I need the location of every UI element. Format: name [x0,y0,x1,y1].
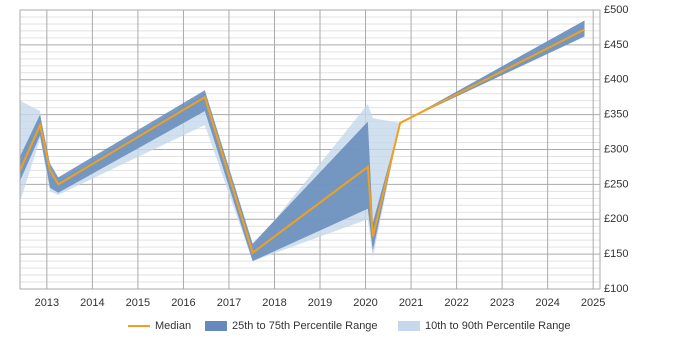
x-tick-label: 2015 [126,297,150,309]
y-tick-label: £200 [604,213,628,225]
y-tick-label: £100 [604,283,628,295]
legend-label: Median [155,320,191,332]
x-tick-label: 2018 [262,297,286,309]
median-line [19,28,585,255]
x-tick-label: 2023 [490,297,514,309]
x-tick-label: 2014 [80,297,104,309]
x-tick-label: 2024 [535,297,559,309]
y-tick-label: £400 [604,74,628,86]
legend-label: 10th to 90th Percentile Range [425,320,571,332]
x-tick-label: 2019 [308,297,332,309]
legend-swatch [205,321,227,331]
y-tick-label: £350 [604,109,628,121]
y-tick-label: £150 [604,248,628,260]
x-tick-label: 2022 [444,297,468,309]
y-tick-label: £300 [604,143,628,155]
y-tick-label: £450 [604,39,628,51]
plot-border [19,9,601,290]
x-tick-label: 2017 [217,297,241,309]
x-tick-label: 2020 [353,297,377,309]
x-tick-label: 2013 [35,297,59,309]
legend-swatch [398,321,420,331]
x-tick-label: 2021 [399,297,423,309]
x-tick-label: 2025 [581,297,605,309]
x-tick-label: 2016 [171,297,195,309]
percentile-band [20,20,585,262]
y-tick-label: £500 [604,4,628,16]
y-tick-label: £250 [604,178,628,190]
legend-label: 25th to 75th Percentile Range [232,320,378,332]
